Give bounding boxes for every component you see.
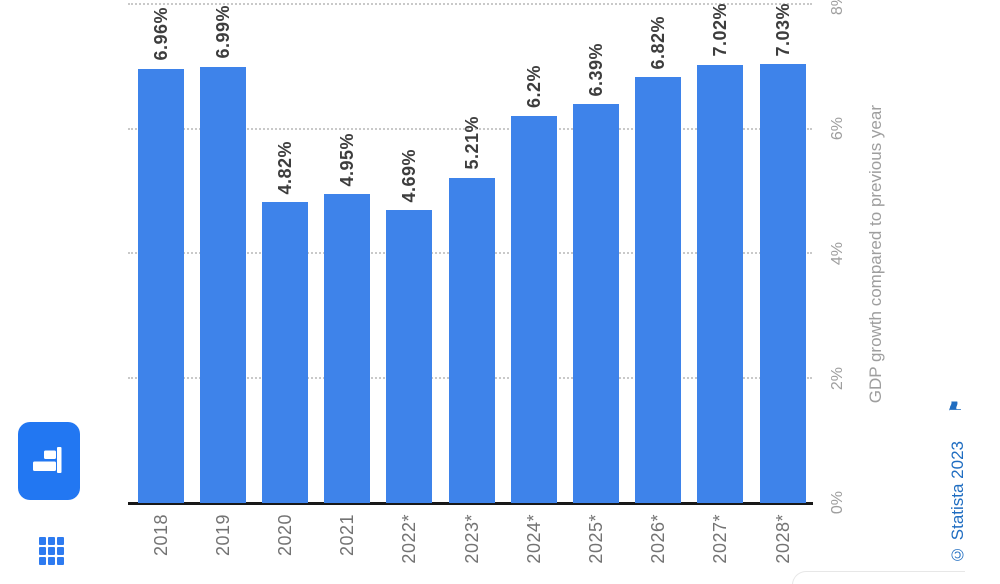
chart-type-button[interactable] <box>18 422 80 500</box>
y-tick-label: 8% <box>829 0 846 16</box>
value-label: 4.69% <box>399 148 420 203</box>
y-tick-box: 6% <box>824 89 852 169</box>
y-axis-title-box: GDP growth compared to previous year <box>856 0 896 508</box>
x-axis-label: 2021 <box>337 514 358 557</box>
x-axis-label: 2027* <box>710 514 731 564</box>
grid-menu-dot <box>39 537 46 545</box>
x-axis-label: 2024* <box>523 514 544 564</box>
grid-menu-dot <box>48 547 55 555</box>
y-tick-label: 0% <box>829 491 846 515</box>
x-axis-label: 2020 <box>274 514 295 557</box>
value-label: 5.21% <box>461 116 482 170</box>
value-label: 6.82% <box>648 15 669 70</box>
bar-2023*[interactable] <box>448 177 495 503</box>
y-tick-box: 8% <box>824 0 852 44</box>
grid-menu-dot <box>48 557 55 565</box>
x-axis-label: 2018 <box>150 514 171 557</box>
y-tick-label: 2% <box>829 366 846 390</box>
grid-menu-dot <box>39 547 46 555</box>
bar-2024*[interactable] <box>510 116 557 503</box>
y-tick-box: 4% <box>824 213 852 293</box>
value-label: 6.2% <box>523 65 544 109</box>
x-axis-label: 2022* <box>399 514 420 564</box>
x-axis-label: 2028* <box>772 514 793 564</box>
x-axis-label: 2019 <box>212 514 233 557</box>
value-label: 6.99% <box>212 5 233 59</box>
x-axis-label: 2025* <box>585 514 606 564</box>
y-tick-label: 4% <box>829 241 846 265</box>
bar-chart-icon <box>33 447 62 473</box>
value-label: 6.39% <box>585 42 606 97</box>
gridline-8pct <box>128 2 812 5</box>
value-label: 7.03% <box>772 2 793 57</box>
x-axis-label: 2026* <box>648 514 669 564</box>
statista-credit-link[interactable]: © Statista 2023 <box>948 441 967 564</box>
y-tick-label: 6% <box>829 117 846 141</box>
grid-menu-dot <box>48 537 55 545</box>
bar-2021[interactable] <box>324 194 371 503</box>
flag-icon: ⚑ <box>948 398 966 414</box>
gridline-6pct <box>128 127 812 130</box>
bar-2020[interactable] <box>261 202 308 503</box>
grid-menu-dot <box>57 547 64 555</box>
bar-2018[interactable] <box>137 68 184 503</box>
value-label: 7.02% <box>710 3 731 57</box>
value-label: 6.96% <box>150 7 171 61</box>
card-corner-divider <box>792 571 965 584</box>
grid-menu-dot <box>57 557 64 565</box>
bar-2028*[interactable] <box>759 64 806 503</box>
x-axis-line <box>128 502 813 505</box>
bar-2027*[interactable] <box>697 64 744 503</box>
x-axis-label: 2023* <box>461 514 482 564</box>
bar-2022*[interactable] <box>386 210 433 503</box>
bar-2019[interactable] <box>199 66 246 503</box>
grid-menu-dot <box>39 557 46 565</box>
y-tick-box: 0% <box>824 463 852 543</box>
value-label: 4.82% <box>274 140 295 195</box>
bar-2025*[interactable] <box>572 104 619 503</box>
y-axis-title: GDP growth compared to previous year <box>866 104 885 404</box>
grid-menu-dot <box>57 537 64 545</box>
bar-2026*[interactable] <box>635 77 682 503</box>
grid-menu-icon[interactable] <box>39 537 64 565</box>
y-tick-box: 2% <box>824 338 852 418</box>
value-label: 4.95% <box>337 132 358 187</box>
